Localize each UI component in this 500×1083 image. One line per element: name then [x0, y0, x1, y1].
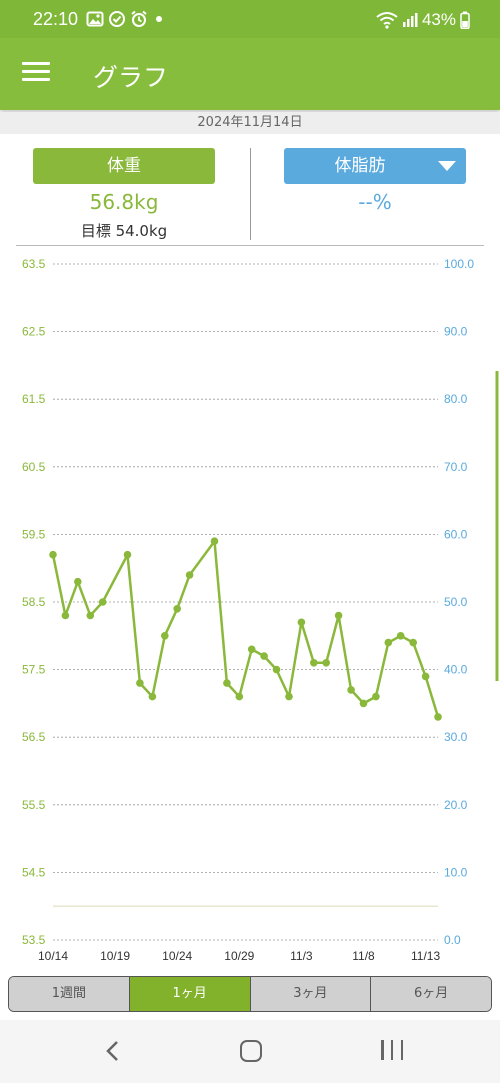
y-right-tick-label: 60.0 — [444, 527, 468, 541]
back-icon[interactable] — [102, 1040, 124, 1062]
y-left-tick-label: 59.5 — [22, 527, 46, 541]
y-left-tick-label: 55.5 — [22, 798, 46, 812]
body-fat-value: --% — [358, 190, 392, 214]
status-right: 43% — [376, 10, 470, 30]
x-tick-label: 10/14 — [38, 949, 68, 963]
y-right-tick-label: 50.0 — [444, 595, 468, 609]
weight-data-point — [210, 537, 219, 545]
status-bar: 22:10 43% — [0, 0, 500, 38]
page-title: グラフ — [93, 63, 169, 92]
status-time: 22:10 — [33, 9, 79, 29]
range-tabs: 1週間 1ヶ月 3ヶ月 6ヶ月 — [8, 976, 492, 1012]
weight-data-point — [185, 571, 194, 579]
y-left-tick-label: 62.5 — [22, 325, 46, 339]
weight-data-point — [148, 692, 157, 701]
weight-value: 56.8kg — [89, 190, 159, 214]
weight-data-point — [223, 679, 231, 687]
weight-data-point — [61, 611, 70, 620]
x-tick-label: 10/29 — [224, 949, 254, 963]
summary-divider — [250, 148, 251, 240]
tab-1-week[interactable]: 1週間 — [9, 977, 130, 1011]
y-left-tick-label: 56.5 — [22, 730, 46, 744]
y-right-tick-label: 30.0 — [444, 730, 468, 744]
y-right-tick-label: 10.0 — [444, 865, 468, 879]
y-left-tick-label: 63.5 — [22, 257, 46, 271]
x-tick-label: 11/8 — [352, 949, 375, 963]
weight-data-point — [347, 686, 355, 694]
dropdown-caret-icon — [438, 161, 456, 171]
battery-percent: 43% — [421, 10, 456, 29]
tab-3-months[interactable]: 3ヶ月 — [250, 977, 372, 1011]
home-icon[interactable] — [240, 1040, 262, 1062]
summary-bottom-divider — [16, 245, 484, 246]
weight-data-point — [123, 550, 132, 559]
hamburger-menu-icon[interactable] — [22, 62, 50, 86]
y-left-tick-label: 58.5 — [22, 595, 46, 609]
y-right-tick-label: 90.0 — [444, 325, 468, 339]
date-bar: 2024年11月14日 — [0, 112, 500, 134]
summary-panel: 体重 56.8kg 目標 54.0kg 体脂肪 --% — [0, 134, 500, 246]
battery-icon — [460, 11, 470, 29]
chart-svg: 63.5 100.0 62.5 90.0 61.5 80.0 60.5 70.0 59.5 60.… — [22, 257, 499, 963]
y-right-tick-label: 100.0 — [444, 257, 474, 271]
x-tick-label: 11/13 — [411, 949, 440, 963]
weight-data-point — [285, 692, 293, 701]
y-left-tick-label: 57.5 — [22, 663, 46, 677]
y-right-tick-label: 70.0 — [444, 460, 468, 474]
weight-data-point — [322, 659, 331, 667]
weight-data-point — [434, 713, 442, 721]
weight-data-point — [334, 611, 343, 620]
weight-data-point — [409, 638, 418, 647]
weight-data-point — [384, 638, 393, 647]
weight-data-point — [310, 659, 318, 667]
body-fat-dropdown[interactable]: 体脂肪 — [284, 148, 466, 184]
weight-data-point — [272, 665, 281, 674]
check-clock-icon — [109, 11, 125, 27]
notification-dot-icon — [156, 16, 162, 22]
weight-data-point — [372, 692, 380, 701]
weight-data-point — [396, 632, 405, 640]
x-tick-label: 11/3 — [290, 949, 313, 963]
weight-data-point — [421, 672, 430, 681]
y-left-tick-label: 61.5 — [22, 392, 46, 406]
y-left-tick-label: 54.5 — [22, 865, 46, 879]
y-left-tick-label: 53.5 — [22, 933, 46, 947]
tab-1-month[interactable]: 1ヶ月 — [129, 977, 251, 1011]
weight-data-point — [161, 632, 169, 640]
wifi-icon — [376, 12, 398, 29]
x-tick-label: 10/24 — [162, 949, 192, 963]
weight-series-line — [51, 539, 440, 718]
y-right-tick-label: 80.0 — [444, 392, 468, 406]
y-right-tick-label: 40.0 — [444, 663, 468, 677]
weight-goal: 目標 54.0kg — [80, 222, 168, 240]
recent-apps-icon[interactable] — [381, 1040, 403, 1062]
app-bar: グラフ — [0, 38, 500, 110]
system-nav-bar — [0, 1020, 500, 1083]
x-tick-label: 10/19 — [100, 949, 130, 963]
image-icon — [86, 11, 104, 27]
weight-data-point — [74, 577, 82, 586]
body-fat-label: 体脂肪 — [334, 156, 386, 176]
signal-icon — [402, 13, 418, 27]
weight-data-point — [49, 550, 57, 559]
weight-data-point — [247, 645, 256, 654]
weight-data-point — [260, 652, 268, 660]
weight-button[interactable]: 体重 — [33, 148, 215, 184]
status-icons — [86, 10, 148, 28]
y-left-tick-label: 60.5 — [22, 460, 46, 474]
alarm-icon — [131, 10, 147, 27]
y-right-tick-label: 20.0 — [444, 798, 468, 812]
weight-data-point — [136, 679, 144, 687]
weight-data-point — [359, 699, 368, 708]
y-right-tick-label: 0.0 — [444, 933, 461, 947]
tab-6-months[interactable]: 6ヶ月 — [371, 977, 491, 1011]
weight-data-point — [173, 605, 181, 613]
weight-data-point — [297, 618, 306, 627]
weight-data-point — [98, 598, 107, 606]
weight-chart: 63.5 100.0 62.5 90.0 61.5 80.0 60.5 70.0 59.5 60.… — [0, 246, 500, 970]
weight-data-point — [86, 611, 95, 620]
weight-data-point — [235, 692, 244, 701]
